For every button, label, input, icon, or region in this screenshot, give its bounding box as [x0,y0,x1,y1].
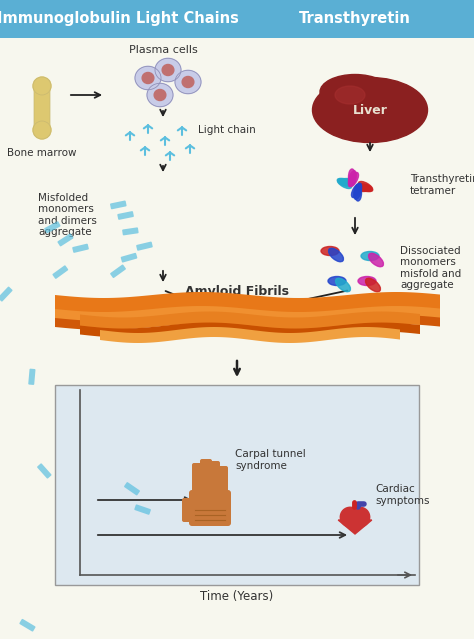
FancyBboxPatch shape [216,466,228,495]
Ellipse shape [361,252,379,261]
FancyBboxPatch shape [189,490,231,526]
Text: Time (Years): Time (Years) [201,590,273,603]
FancyBboxPatch shape [34,80,50,136]
Text: Liver: Liver [353,104,387,116]
Text: Bone marrow: Bone marrow [7,148,77,158]
FancyBboxPatch shape [37,463,52,479]
Ellipse shape [354,184,362,199]
Circle shape [33,121,51,139]
Ellipse shape [355,185,362,201]
Ellipse shape [175,70,201,94]
FancyBboxPatch shape [55,385,419,585]
Text: Light chain: Light chain [198,125,256,135]
FancyBboxPatch shape [192,463,204,495]
FancyBboxPatch shape [182,498,196,522]
Ellipse shape [357,183,372,192]
Ellipse shape [337,178,353,187]
Ellipse shape [355,185,371,192]
Text: Transthyretin
tetramer: Transthyretin tetramer [410,174,474,196]
Ellipse shape [155,58,181,82]
Ellipse shape [336,278,350,292]
FancyBboxPatch shape [57,233,73,247]
Text: Plasma cells: Plasma cells [128,45,197,55]
Ellipse shape [328,277,346,286]
FancyBboxPatch shape [28,369,36,385]
Circle shape [33,77,51,95]
FancyBboxPatch shape [121,253,137,263]
PathPatch shape [80,311,420,328]
Ellipse shape [154,89,166,100]
Text: Cardiac
symptoms: Cardiac symptoms [375,484,429,506]
Circle shape [340,507,360,527]
PathPatch shape [55,303,440,321]
Ellipse shape [182,77,194,88]
Ellipse shape [328,249,344,262]
FancyBboxPatch shape [0,286,12,302]
FancyBboxPatch shape [124,482,140,495]
Ellipse shape [368,253,383,266]
Text: Dissociated
monomers
misfold and
aggregate: Dissociated monomers misfold and aggrega… [400,245,461,290]
Ellipse shape [348,173,358,187]
PathPatch shape [55,314,440,330]
Text: Amyloid Fibrils: Amyloid Fibrils [185,285,289,298]
Ellipse shape [147,83,173,107]
FancyBboxPatch shape [122,227,138,235]
FancyBboxPatch shape [0,0,474,38]
FancyBboxPatch shape [134,504,151,515]
Ellipse shape [348,169,356,185]
Text: Misfolded
monomers
and dimers
aggregate: Misfolded monomers and dimers aggregate [38,192,97,238]
FancyBboxPatch shape [110,201,127,210]
Polygon shape [338,520,372,534]
FancyBboxPatch shape [44,221,61,233]
FancyBboxPatch shape [200,459,212,495]
FancyBboxPatch shape [19,619,36,631]
Circle shape [350,507,370,527]
FancyBboxPatch shape [208,461,220,495]
FancyBboxPatch shape [0,38,474,639]
Text: Immunoglobulin Light Chains: Immunoglobulin Light Chains [0,12,239,26]
Ellipse shape [335,86,365,104]
Ellipse shape [320,75,390,109]
Ellipse shape [321,247,339,256]
Ellipse shape [339,178,355,185]
Ellipse shape [365,278,381,292]
Text: Transthyretin: Transthyretin [299,12,411,26]
Ellipse shape [348,171,356,187]
Ellipse shape [135,66,161,89]
PathPatch shape [80,323,420,337]
FancyBboxPatch shape [53,265,68,279]
Ellipse shape [142,72,154,84]
FancyBboxPatch shape [110,265,126,278]
Text: Carpal tunnel
syndrome: Carpal tunnel syndrome [235,449,306,471]
Ellipse shape [358,277,376,286]
Ellipse shape [162,65,174,75]
PathPatch shape [100,327,400,343]
Ellipse shape [358,181,373,192]
Ellipse shape [352,183,362,197]
FancyBboxPatch shape [136,242,153,250]
PathPatch shape [55,292,440,312]
Ellipse shape [337,178,352,189]
FancyBboxPatch shape [72,243,89,253]
FancyBboxPatch shape [117,211,134,220]
Ellipse shape [312,77,428,142]
